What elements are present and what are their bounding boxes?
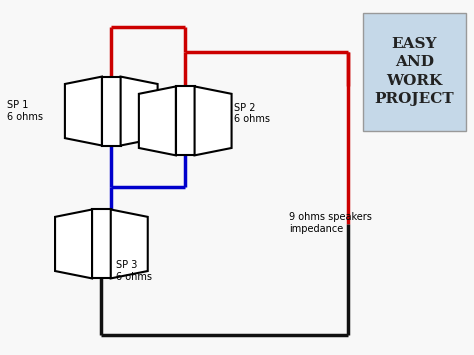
Polygon shape [55,209,92,278]
Polygon shape [195,87,232,155]
Text: 9 ohms speakers
impedance: 9 ohms speakers impedance [289,212,372,234]
Text: SP 2
6 ohms: SP 2 6 ohms [234,103,270,124]
Polygon shape [111,209,148,278]
Polygon shape [65,77,102,146]
Bar [176,87,195,155]
Polygon shape [120,77,158,146]
Bar [102,77,120,146]
Polygon shape [139,87,176,155]
FancyBboxPatch shape [363,13,466,131]
Bar [92,209,111,278]
Text: SP 1
6 ohms: SP 1 6 ohms [7,100,43,122]
Text: EASY
AND
WORK
PROJECT: EASY AND WORK PROJECT [375,37,454,106]
Text: SP 3
6 ohms: SP 3 6 ohms [116,260,152,282]
